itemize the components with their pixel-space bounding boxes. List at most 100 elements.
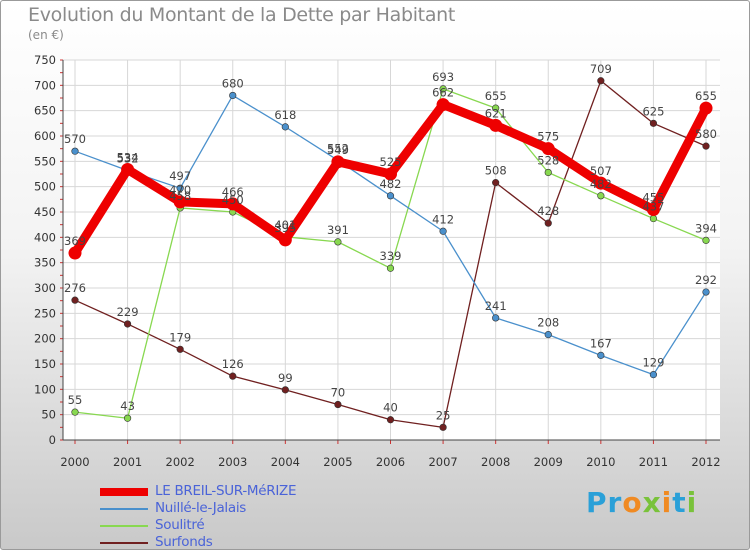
data-point [544,219,552,227]
data-label: 470 [169,183,191,197]
data-point [226,197,240,211]
data-label: 25 [436,408,451,422]
legend-swatch-soulitre [100,525,148,527]
legend-label-soulitre: Soulitré [155,517,205,533]
y-tick-label: 150 [34,357,56,371]
x-tick-label: 2008 [481,455,510,469]
data-label: 497 [169,169,191,183]
data-label: 395 [274,221,296,235]
data-label: 466 [222,185,244,199]
series-lines [68,77,713,431]
data-label: 552 [327,141,349,155]
data-label: 528 [537,153,559,167]
data-label: 621 [485,106,507,120]
data-label: 241 [485,299,507,313]
data-point [702,236,710,244]
data-point [386,416,395,424]
data-label: 99 [278,371,293,385]
data-point [597,351,605,359]
y-tick-label: 50 [41,408,56,422]
legend-label-surfonds: Surfonds [155,534,213,550]
data-label: 437 [642,200,664,214]
data-label: 70 [331,386,346,400]
data-point [439,85,447,93]
data-point [173,195,187,209]
y-tick-label: 450 [34,205,56,219]
x-tick-label: 2006 [376,455,405,469]
x-tick-label: 2009 [534,455,563,469]
y-tick-label: 200 [34,332,56,346]
data-label: 655 [485,89,507,103]
data-point [334,238,342,246]
data-point [281,386,289,394]
data-point [176,345,184,353]
data-point [649,119,658,127]
data-point [68,246,82,260]
data-label: 693 [432,70,454,84]
data-label: 40 [383,401,398,415]
y-tick-label: 750 [34,53,56,67]
data-point [121,162,135,176]
data-point [489,118,503,132]
proxiti-logo: Proxiti [586,486,698,519]
data-label: 458 [169,189,191,203]
data-point [439,423,447,431]
data-point [649,371,658,379]
series-1 [71,91,710,379]
data-label: 292 [695,273,717,287]
data-label: 428 [537,204,559,218]
data-label: 534 [117,150,139,164]
data-labels: 276 229 179 126 99 70 40 25 508 428 709 625 580 55 43 4… [64,62,717,423]
y-tick-label: 0 [49,433,56,447]
data-point [544,331,552,339]
y-tick-label: 650 [34,104,56,118]
legend-label-nuille: Nuillé-le-Jalais [155,500,247,516]
data-point [386,264,395,272]
data-label: 549 [327,143,349,157]
data-label: 55 [68,393,83,407]
data-point [331,155,345,169]
legend-swatch-le-breil [100,488,148,496]
x-tick-label: 2007 [428,455,457,469]
data-point [702,142,710,150]
plot-area [63,60,720,440]
legend-swatch-nuille [100,508,148,510]
y-tick-label: 600 [34,129,56,143]
series-0 [68,98,713,260]
data-label: 508 [485,164,507,178]
data-point [71,408,79,416]
data-point [702,288,710,296]
x-tick-label: 2011 [639,455,668,469]
data-point [386,192,395,200]
data-point [544,168,552,177]
y-tick-label: 350 [34,256,56,270]
data-point [229,91,237,100]
data-point [229,372,237,380]
y-tick-label: 400 [34,230,56,244]
data-point [492,314,500,322]
y-tick-label: 500 [34,180,56,194]
data-label: 570 [64,132,86,146]
y-tick-label: 550 [34,154,56,168]
data-point [71,296,79,304]
data-label: 412 [432,212,454,226]
data-label: 625 [642,104,664,118]
x-tick-label: 2004 [271,455,300,469]
data-point [492,179,500,187]
data-point [436,98,450,112]
data-point [597,77,605,85]
data-label: 167 [590,336,612,350]
data-point [123,320,132,328]
data-label: 391 [327,223,349,237]
data-label: 532 [117,151,139,165]
data-point [123,414,132,422]
data-label: 126 [222,357,244,371]
data-point [597,192,605,200]
x-tick-label: 2000 [60,455,89,469]
data-label: 339 [380,249,402,263]
x-tick-label: 2001 [113,455,142,469]
legend-swatch-surfonds [100,542,148,544]
data-point [281,123,289,131]
data-point [278,233,292,247]
data-point [384,167,397,181]
